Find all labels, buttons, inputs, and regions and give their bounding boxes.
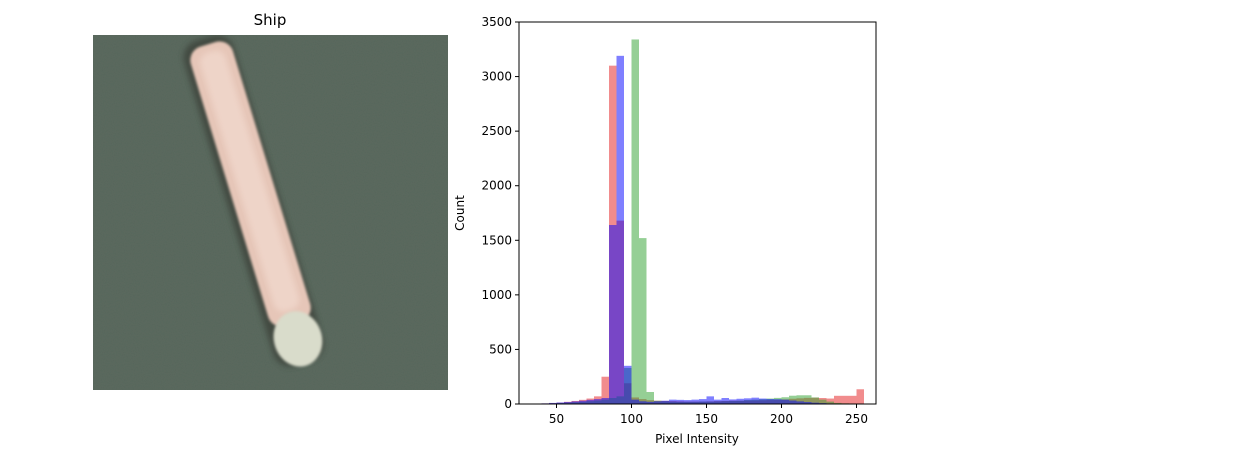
histogram-bar (849, 395, 857, 404)
y-axis-label: Count (453, 195, 467, 231)
histogram-bar (744, 398, 752, 404)
histogram-bar (759, 398, 767, 404)
histogram-bar (789, 395, 797, 404)
histogram-bar (624, 365, 632, 404)
histogram-bar (736, 398, 744, 404)
plot-frame (518, 21, 877, 405)
histogram-bar (751, 397, 759, 404)
ship-image (93, 35, 448, 390)
x-axis-label: Pixel Intensity (655, 432, 739, 446)
y-tick-label: 500 (489, 342, 512, 356)
histogram-bar (564, 402, 572, 404)
y-tick-label: 0 (504, 397, 512, 411)
histogram-bar (654, 401, 662, 404)
histogram-bar (601, 398, 609, 404)
histogram-bar (811, 402, 819, 404)
histogram-bar (646, 401, 654, 404)
histogram-bar (691, 399, 699, 404)
histogram-bar (616, 55, 624, 404)
histogram-bar (706, 396, 714, 404)
image-title: Ship (254, 11, 287, 29)
histogram-bar (609, 225, 617, 404)
histogram-bar (826, 398, 834, 404)
histogram-bar (826, 401, 834, 404)
histogram-bar (676, 399, 684, 404)
histogram-bar (789, 400, 797, 404)
x-tick-label: 250 (845, 412, 868, 426)
histogram-bar (781, 399, 789, 404)
histogram-bar (631, 39, 639, 405)
histogram-bar (601, 376, 609, 404)
x-tick-label: 50 (549, 412, 564, 426)
y-tick-label: 2000 (481, 179, 512, 193)
histogram-bar (729, 399, 737, 404)
x-tick-label: 200 (770, 412, 793, 426)
x-tick-label: 100 (620, 412, 643, 426)
histogram-bar (594, 399, 602, 404)
histogram-bar (841, 395, 849, 404)
histogram-bar (579, 400, 587, 404)
histogram-bar (811, 397, 819, 404)
histogram-bar (766, 398, 774, 404)
histogram-bar (571, 401, 579, 404)
histogram-bar (714, 399, 722, 404)
histogram-chart: 0 500 1000 1500 2000 2500 3000 3500 50 100 150 200… (453, 15, 877, 446)
histogram-bars (541, 39, 864, 405)
histogram-bar (639, 401, 647, 404)
histogram-bar (549, 402, 557, 404)
histogram-bar (774, 399, 782, 404)
histogram-bar (639, 238, 647, 404)
histogram-bar (819, 399, 827, 404)
histogram-bar (834, 402, 842, 404)
histogram-bar (796, 401, 804, 404)
x-axis: 50 100 150 200 250 (549, 404, 868, 426)
histogram-bar (669, 399, 677, 404)
y-tick-label: 1500 (481, 233, 512, 247)
y-tick-label: 2500 (481, 124, 512, 138)
y-tick-label: 1000 (481, 288, 512, 302)
y-tick-label: 3000 (481, 70, 512, 84)
histogram-bar (556, 402, 564, 404)
histogram-bar (684, 400, 692, 404)
histogram-bar (586, 399, 594, 404)
x-tick-label: 150 (695, 412, 718, 426)
histogram-bar (661, 400, 669, 404)
histogram-bar (856, 389, 864, 404)
y-axis: 0 500 1000 1500 2000 2500 3000 3500 (481, 15, 519, 411)
histogram-bar (699, 399, 707, 404)
histogram-bar (796, 395, 804, 404)
histogram-bar (804, 395, 812, 404)
histogram-bar (646, 391, 654, 404)
histogram-bar (834, 395, 842, 404)
histogram-bar (631, 399, 639, 404)
histogram-bar (721, 398, 729, 404)
histogram-bar (804, 402, 812, 404)
y-tick-label: 3500 (481, 15, 512, 29)
